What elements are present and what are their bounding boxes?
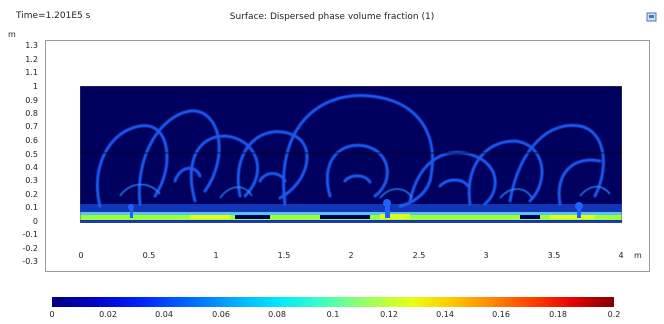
- x-tick: 2: [348, 251, 354, 260]
- export-icon-graphic: [646, 12, 657, 22]
- plume-filaments: [119, 183, 611, 199]
- x-tick: 0.5: [142, 251, 156, 260]
- x-tick: 4: [618, 251, 624, 260]
- sediment-hotspots: [190, 214, 595, 219]
- y-tick: 0.6: [25, 136, 38, 145]
- colorbar-tick: 0.1: [326, 310, 340, 319]
- field-background: [80, 86, 622, 223]
- x-tick: 3: [483, 251, 489, 260]
- y-tick: 0.1: [25, 203, 38, 212]
- x-axis-unit: m: [634, 251, 642, 260]
- rising-plumes: [128, 199, 583, 218]
- x-tick: 2.5: [412, 251, 426, 260]
- y-tick: 1.1: [25, 68, 38, 77]
- colorbar-tick: 0.16: [492, 310, 510, 319]
- dispersed-phase-field: [80, 86, 622, 223]
- y-tick: 0.8: [25, 109, 38, 118]
- sediment-gaps: [235, 215, 540, 219]
- colorbar-tick: 0.14: [436, 310, 454, 319]
- y-tick: 1.2: [25, 55, 38, 64]
- y-tick: 1.3: [25, 41, 38, 50]
- x-tick: 1.5: [277, 251, 291, 260]
- y-tick: 0.7: [25, 122, 38, 131]
- y-tick: 1: [32, 82, 38, 91]
- colorbar-tick: 0.08: [268, 310, 286, 319]
- y-tick: 0.4: [25, 163, 38, 172]
- y-tick: 0.2: [25, 190, 38, 199]
- colorbar-tick: 0.06: [212, 310, 230, 319]
- colorbar-tick: 0.02: [99, 310, 117, 319]
- colorbar-tick: 0.18: [549, 310, 567, 319]
- y-tick: 0.9: [25, 96, 38, 105]
- export-icon[interactable]: [646, 8, 658, 22]
- y-axis-unit: m: [8, 30, 16, 39]
- colorbar: [52, 297, 614, 307]
- colorbar-tick: 0.2: [607, 310, 621, 319]
- y-tick: 0: [32, 217, 38, 226]
- colorbar-tick: 0: [49, 310, 55, 319]
- x-tick: 3.5: [547, 251, 561, 260]
- time-label: Time=1.201E5 s: [16, 11, 91, 21]
- colorbar-tick: 0.04: [155, 310, 173, 319]
- y-tick: 0.5: [25, 150, 38, 159]
- y-tick: -0.1: [22, 230, 38, 239]
- plume-contours: [95, 94, 605, 208]
- plot-title: Surface: Dispersed phase volume fraction…: [229, 12, 435, 22]
- x-tick: 0: [78, 251, 84, 260]
- y-tick: -0.2: [22, 244, 38, 253]
- x-tick: 1: [213, 251, 219, 260]
- y-tick: -0.3: [22, 257, 38, 266]
- y-tick: 0.3: [25, 176, 38, 185]
- colorbar-tick: 0.12: [380, 310, 398, 319]
